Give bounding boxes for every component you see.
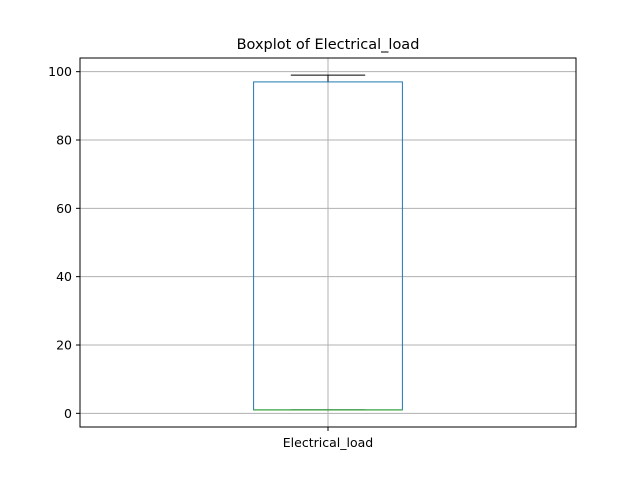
grid-layer xyxy=(80,58,576,427)
plot-frame xyxy=(79,57,577,428)
y-tick-label: 0 xyxy=(64,406,72,421)
y-tick-label: 80 xyxy=(56,133,72,148)
box-layer xyxy=(253,74,403,411)
y-tick-label: 20 xyxy=(56,338,72,353)
y-tick-label: 60 xyxy=(56,201,72,216)
y-tick-label: 100 xyxy=(48,64,72,79)
chart-title: Boxplot of Electrical_load xyxy=(237,37,420,53)
x-tick-label: Electrical_load xyxy=(283,435,373,450)
axis-layer: 0 20 40 60 80 100 Electrical_load xyxy=(48,64,373,450)
y-tick-label: 40 xyxy=(56,269,72,284)
